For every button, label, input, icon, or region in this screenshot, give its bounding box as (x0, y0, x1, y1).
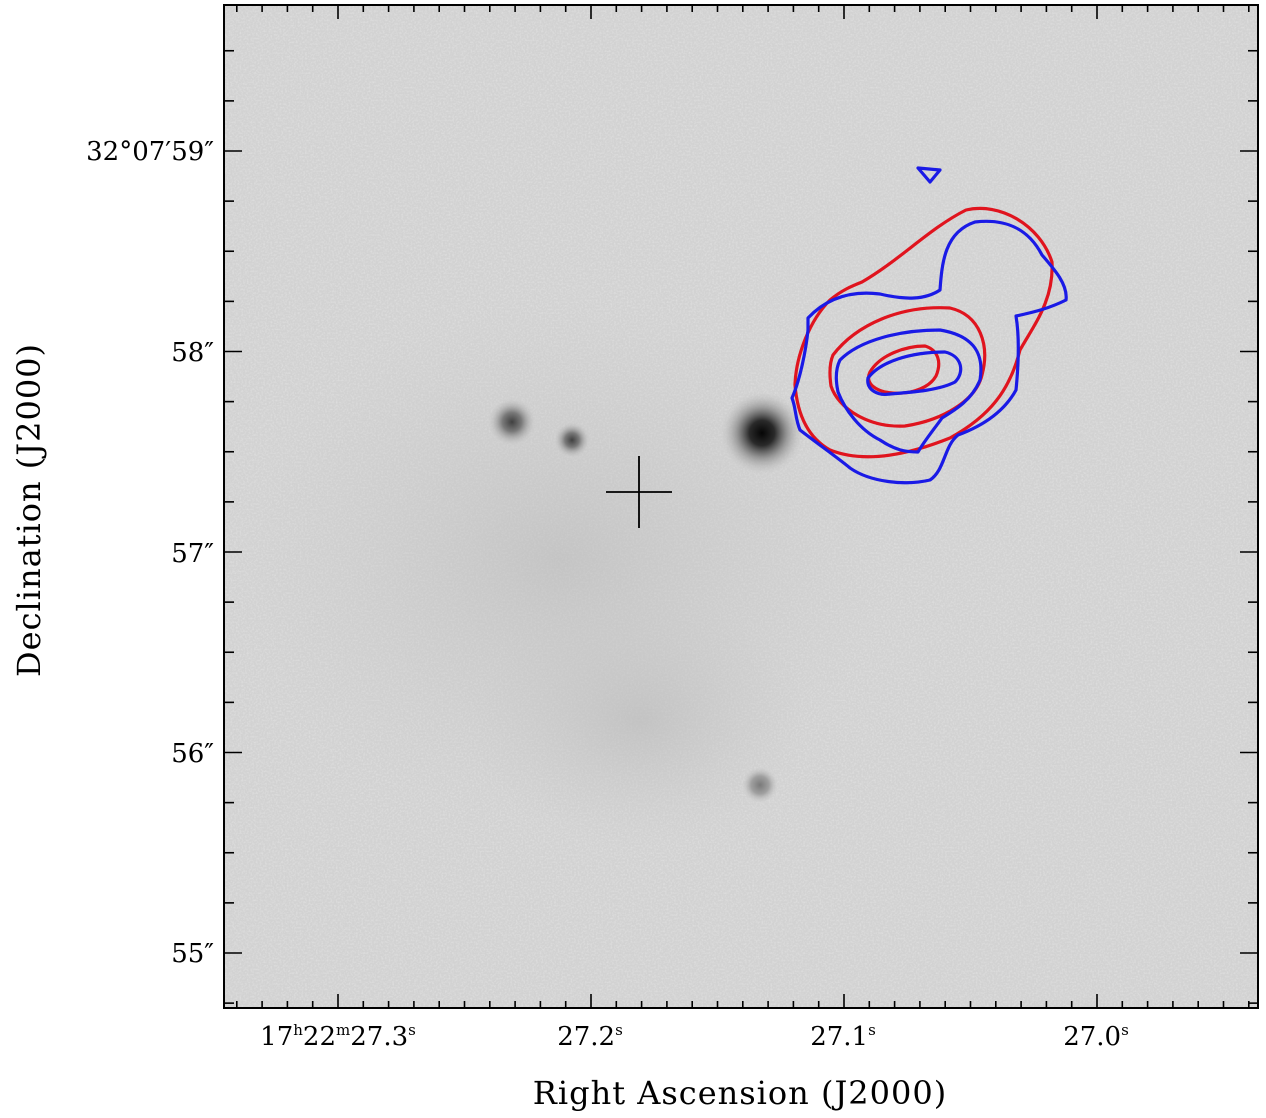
plot-frame (223, 4, 1259, 1009)
blue-contour-inner (866, 350, 963, 396)
faint-source (554, 422, 590, 458)
y-tick-label: 58″ (171, 338, 214, 368)
x-tick-label: 27.1s (810, 1021, 876, 1052)
faint-source (742, 767, 778, 803)
blue-contour-outer (790, 166, 1068, 485)
y-axis-title: Declination (J2000) (10, 343, 48, 677)
y-tick-label: 32°07′59″ (86, 137, 214, 167)
y-tick-labels: 32°07′59″ 58″ 57″ 56″ 55″ (86, 137, 214, 969)
x-tick-label: 27.0s (1063, 1021, 1129, 1052)
red-contour-outer (793, 206, 1054, 459)
faint-source (488, 398, 536, 446)
x-axis-title: Right Ascension (J2000) (533, 1074, 947, 1112)
y-tick-label: 57″ (171, 539, 214, 569)
x-tick-label: 27.2s (557, 1021, 623, 1052)
y-tick-label: 55″ (171, 939, 214, 969)
red-contour-inner (866, 344, 941, 395)
x-tick-labels: 17h22m27.3s 27.2s 27.1s 27.0s (260, 1021, 1129, 1052)
position-cross-marker (606, 456, 672, 528)
bright-source (720, 391, 804, 475)
sky-image (224, 5, 1258, 1008)
x-tick-label: 17h22m27.3s (260, 1021, 416, 1052)
blue-contour-middle (834, 328, 983, 454)
y-tick-label: 56″ (171, 739, 214, 769)
blue-contours (790, 166, 1068, 485)
